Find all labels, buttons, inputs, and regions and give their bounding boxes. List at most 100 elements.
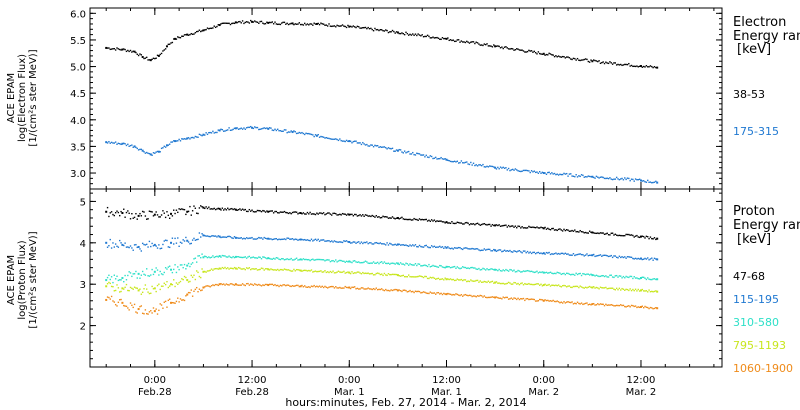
- proton-data-point: [186, 279, 189, 282]
- proton-scatter-dot: [379, 288, 382, 291]
- proton-scatter-dot: [645, 278, 648, 281]
- proton-scatter-dot: [301, 238, 303, 241]
- proton-scatter-dot: [506, 226, 508, 228]
- proton-scatter-dot: [194, 288, 197, 291]
- proton-scatter-dot: [644, 237, 646, 239]
- proton-scatter-dot: [386, 274, 388, 277]
- proton-data-point: [202, 234, 205, 237]
- electron-scatter-dot: [436, 36, 438, 39]
- proton-scatter-dot: [483, 268, 486, 270]
- electron-scatter-dot: [387, 31, 390, 34]
- electron-scatter-dot: [154, 152, 156, 154]
- electron-scatter-dot: [324, 24, 326, 26]
- proton-scatter-dot: [147, 246, 149, 248]
- proton-scatter-dot: [626, 233, 629, 236]
- proton-scatter-dot: [167, 286, 170, 289]
- proton-scatter-dot: [491, 223, 494, 226]
- proton-scatter-dot: [372, 215, 375, 218]
- proton-scatter-dot: [216, 267, 218, 270]
- proton-scatter-dot: [460, 267, 463, 269]
- proton-scatter-dot: [538, 298, 541, 301]
- proton-data-point: [234, 283, 237, 286]
- electron-scatter-dot: [439, 157, 441, 160]
- proton-scatter-dot: [493, 224, 495, 227]
- proton-scatter-dot: [156, 214, 159, 216]
- proton-scatter-dot: [501, 250, 503, 253]
- proton-scatter-dot: [222, 267, 225, 270]
- electron-scatter-dot: [345, 139, 348, 142]
- proton-scatter-dot: [634, 277, 637, 279]
- electron-scatter-dot: [278, 129, 280, 132]
- proton-scatter-dot: [559, 302, 561, 304]
- electron-scatter-dot: [605, 177, 607, 180]
- proton-scatter-dot: [262, 209, 264, 212]
- electron-scatter-dot: [457, 162, 460, 164]
- electron-scatter-dot: [525, 51, 527, 53]
- proton-scatter-dot: [651, 307, 653, 309]
- proton-scatter-dot: [133, 273, 136, 275]
- proton-scatter-dot: [528, 298, 530, 301]
- proton-scatter-dot: [572, 253, 575, 255]
- proton-scatter-dot: [503, 249, 506, 251]
- proton-scatter-dot: [464, 222, 467, 224]
- proton-scatter-dot: [110, 285, 113, 288]
- proton-scatter-dot: [260, 237, 263, 239]
- proton-scatter-dot: [557, 228, 560, 231]
- proton-scatter-dot: [551, 253, 553, 255]
- proton-scatter-dot: [216, 283, 218, 286]
- electron-scatter-dot: [499, 47, 502, 49]
- electron-scatter-dot: [455, 161, 457, 163]
- proton-scatter-dot: [588, 285, 591, 288]
- proton-scatter-dot: [582, 303, 584, 306]
- proton-scatter-dot: [260, 285, 263, 287]
- electron-scatter-dot: [148, 152, 151, 155]
- proton-data-point: [656, 278, 659, 281]
- proton-scatter-dot: [409, 263, 411, 265]
- proton-scatter-dot: [642, 276, 645, 279]
- proton-scatter-dot: [362, 214, 364, 216]
- proton-scatter-dot: [606, 288, 608, 290]
- proton-scatter-dot: [272, 212, 275, 214]
- proton-scatter-dot: [366, 288, 368, 290]
- proton-scatter-dot: [552, 272, 554, 275]
- proton-scatter-dot: [185, 236, 187, 239]
- proton-scatter-dot: [164, 300, 167, 303]
- electron-scatter-dot: [572, 175, 575, 178]
- electron-scatter-dot: [647, 66, 649, 68]
- proton-scatter-dot: [252, 256, 255, 258]
- electron-scatter-dot: [128, 145, 130, 147]
- proton-scatter-dot: [453, 222, 456, 225]
- proton-scatter-dot: [162, 285, 164, 287]
- electron-scatter-dot: [629, 65, 631, 67]
- proton-scatter-dot: [389, 242, 391, 245]
- electron-scatter-dot: [414, 154, 417, 156]
- proton-scatter-dot: [497, 224, 499, 227]
- proton-scatter-dot: [409, 289, 411, 292]
- proton-scatter-dot: [570, 230, 572, 232]
- proton-scatter-dot: [530, 270, 533, 273]
- proton-scatter-dot: [352, 286, 355, 289]
- electron-scatter-dot: [518, 49, 521, 51]
- proton-scatter-dot: [420, 245, 422, 248]
- proton-scatter-dot: [168, 298, 171, 300]
- electron-scatter-dot: [511, 48, 514, 50]
- proton-scatter-dot: [155, 308, 157, 310]
- proton-scatter-dot: [113, 246, 116, 248]
- xtick-time-label: 0:00: [338, 375, 360, 386]
- proton-scatter-dot: [383, 272, 386, 275]
- electron-scatter-dot: [648, 181, 650, 183]
- electron-scatter-dot: [509, 169, 511, 172]
- proton-scatter-dot: [216, 255, 218, 258]
- proton-scatter-dot: [390, 289, 392, 291]
- proton-scatter-dot: [536, 252, 538, 254]
- proton-data-point: [445, 278, 448, 281]
- proton-scatter-dot: [304, 269, 306, 272]
- proton-scatter-dot: [611, 304, 614, 306]
- proton-scatter-dot: [317, 238, 319, 241]
- proton-scatter-dot: [302, 258, 305, 260]
- proton-scatter-dot: [289, 238, 291, 240]
- electron-scatter-dot: [152, 57, 155, 59]
- electron-scatter-dot: [493, 44, 495, 46]
- proton-scatter-dot: [587, 254, 590, 257]
- electron-scatter-dot: [335, 138, 337, 140]
